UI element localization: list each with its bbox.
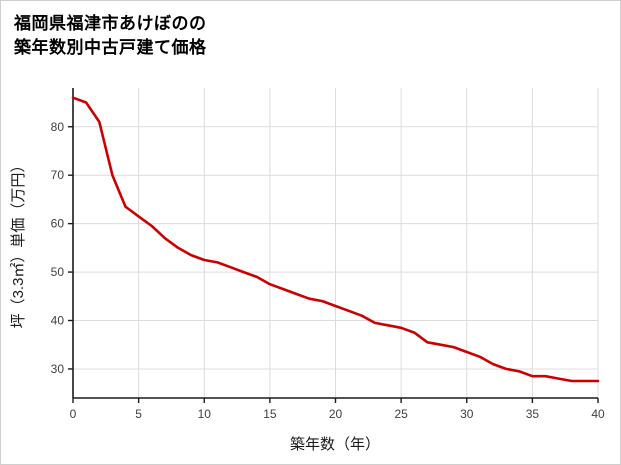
chart-svg: 0 5 10 15 20 25 30 35 40 30 40 50 60 70 80 築年数（年） 坪（3.… — [10, 87, 605, 453]
x-tick-label: 30 — [460, 407, 474, 421]
y-tick-label: 50 — [51, 265, 65, 279]
x-tick-label: 20 — [329, 407, 343, 421]
y-tick-label: 30 — [51, 362, 65, 376]
axes — [68, 87, 599, 403]
gridlines — [73, 87, 599, 398]
x-axis-label: 築年数（年） — [290, 435, 380, 453]
y-tick-label: 40 — [51, 313, 65, 327]
x-tick-label: 25 — [394, 407, 408, 421]
x-tick-label: 5 — [135, 407, 142, 421]
y-tick-label: 80 — [51, 119, 65, 133]
y-tick-label: 60 — [51, 216, 65, 230]
x-tick-label: 10 — [198, 407, 212, 421]
x-tick-label: 0 — [70, 407, 77, 421]
x-tick-label: 35 — [526, 407, 540, 421]
x-tick-label: 40 — [591, 407, 605, 421]
y-axis-label: 坪（3.3㎡）単価（万円） — [10, 157, 27, 328]
x-tick-label: 15 — [263, 407, 277, 421]
plot-line — [71, 95, 600, 382]
tick-labels: 0 5 10 15 20 25 30 35 40 30 40 50 60 70 80 — [51, 119, 605, 420]
y-tick-label: 70 — [51, 168, 65, 182]
chart-title: 福岡県福津市あけぼのの 築年数別中古戸建て価格 — [14, 14, 207, 57]
